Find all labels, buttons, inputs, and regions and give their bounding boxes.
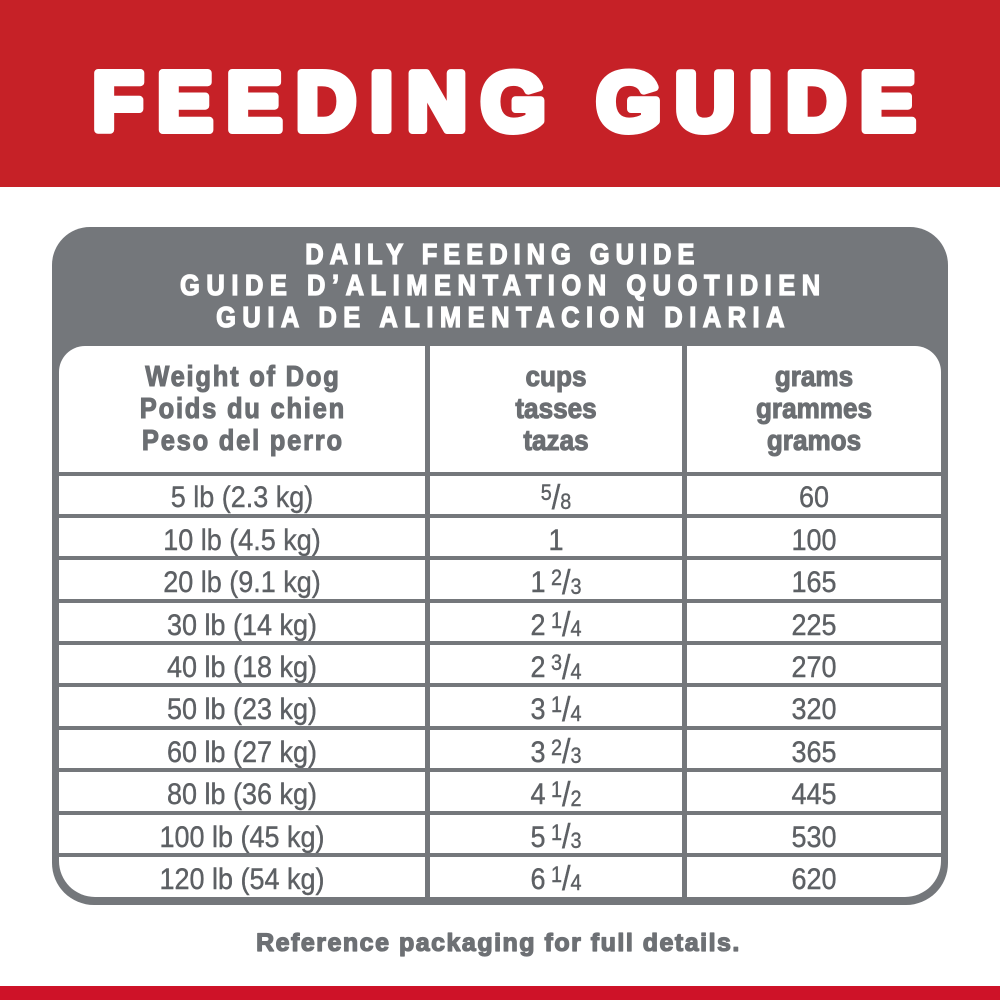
svg-text:Reference packaging for full d: Reference packaging for full details. <box>256 929 741 957</box>
svg-text:FEEDING GUIDE: FEEDING GUIDE <box>93 55 930 148</box>
